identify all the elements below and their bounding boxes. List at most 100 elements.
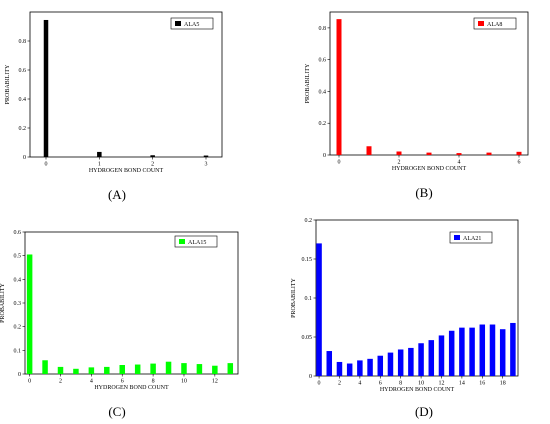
bar (438, 335, 445, 376)
bar (26, 254, 33, 374)
panel-label: (D) (415, 404, 433, 419)
x-tick-label: 4 (90, 379, 93, 385)
legend: ALA8 (473, 17, 517, 30)
x-tick-label: 16 (479, 381, 485, 387)
x-tick-label: 8 (152, 379, 155, 385)
bar (119, 365, 125, 374)
y-tick-label: 0.3 (14, 301, 22, 307)
bar (165, 361, 172, 374)
chart-panel-2: 0 2 4 6 8 10 12 0 0.1 0.2 0.3 0.4 0.5 0.6 HYDROGEN BON… (0, 230, 239, 391)
y-axis-label: PROBABILITY (291, 278, 297, 318)
y-tick-label: 0.6 (19, 68, 27, 74)
bar (134, 364, 141, 374)
legend: ALA15 (174, 235, 218, 248)
legend-box (473, 17, 517, 30)
x-tick-label: 8 (399, 381, 402, 387)
bar (428, 340, 435, 376)
legend-box (170, 17, 214, 30)
y-tick-label: 0 (18, 372, 21, 378)
y-tick-label: 0 (323, 153, 326, 159)
bar (73, 368, 79, 374)
x-axis-label: HYDROGEN BOND COUNT (94, 385, 169, 391)
bar (203, 155, 209, 157)
chart-panel-3: 0 2 4 6 8 10 12 14 16 18 0 0.05 0.1 0.15 0.2 HYDROGEN B… (291, 218, 519, 393)
y-tick-label: 0.1 (14, 348, 22, 354)
y-tick-label: 0.6 (14, 230, 22, 236)
y-tick-label: 0.2 (319, 121, 327, 127)
bar (486, 152, 492, 155)
chart-panel-1: 0 2 4 6 0 0.2 0.4 0.6 0.8 HYDROGEN BOND COUNT PROB… (305, 11, 529, 172)
legend-box (174, 235, 218, 248)
plot-frame (329, 11, 529, 156)
panel-label: (B) (415, 185, 432, 200)
y-axis-label: PROBABILITY (5, 64, 11, 104)
bar (408, 347, 414, 376)
bar (346, 363, 353, 376)
y-tick-label: 0.2 (19, 126, 27, 132)
bar (456, 153, 462, 155)
bar (150, 363, 156, 374)
x-tick-label: 0 (338, 160, 341, 166)
bar (396, 151, 402, 155)
y-tick-label: 0.8 (19, 39, 27, 45)
bar (336, 19, 342, 156)
y-tick-label: 0.4 (319, 89, 327, 95)
legend: ALA21 (449, 231, 493, 244)
legend: ALA5 (170, 17, 214, 30)
legend-swatch (179, 239, 185, 244)
bar (448, 330, 455, 376)
bar (357, 360, 363, 376)
legend-box (449, 231, 493, 244)
x-tick-label: 0 (318, 381, 321, 387)
x-tick-label: 4 (458, 160, 461, 166)
y-tick-label: 0 (309, 374, 312, 380)
y-tick-label: 0.6 (319, 58, 327, 64)
x-tick-label: 18 (500, 381, 506, 387)
bar (469, 327, 475, 376)
y-tick-label: 0 (23, 155, 26, 161)
chart-panel-0: 0 1 2 3 0 0.2 0.4 0.6 0.8 HYDROGEN BOND COUNT PROB… (5, 11, 223, 174)
x-tick-label: 12 (212, 379, 218, 385)
legend-swatch (175, 21, 181, 26)
bar (227, 363, 234, 374)
x-tick-label: 3 (205, 162, 208, 168)
bar (42, 360, 48, 374)
y-tick-label: 0.15 (302, 257, 313, 263)
bar (489, 324, 496, 376)
x-axis-label: HYDROGEN BOND COUNT (392, 166, 467, 172)
y-tick-label: 0.4 (14, 277, 22, 283)
x-tick-label: 6 (121, 379, 124, 385)
y-axis-label: PROBABILITY (305, 63, 311, 103)
bar (418, 343, 424, 376)
bar (516, 151, 522, 155)
legend-label: ALA5 (184, 22, 199, 28)
bar (426, 152, 432, 155)
bar (459, 327, 465, 376)
y-tick-label: 0.05 (302, 335, 313, 341)
y-tick-label: 0.2 (305, 218, 313, 224)
x-tick-label: 6 (379, 381, 382, 387)
plot-frame (24, 231, 239, 375)
plot-frame (315, 219, 519, 377)
bar (212, 365, 218, 374)
legend-swatch (478, 21, 484, 26)
x-tick-label: 10 (181, 379, 187, 385)
legend-label: ALA21 (463, 236, 481, 242)
panel-label: (A) (108, 187, 126, 202)
bar (367, 358, 373, 376)
bar (97, 151, 102, 157)
x-tick-label: 4 (358, 381, 361, 387)
panel-label: (C) (108, 404, 125, 419)
bar (336, 361, 343, 376)
x-axis-label: HYDROGEN BOND COUNT (380, 387, 455, 393)
x-tick-label: 0 (45, 162, 48, 168)
bar (316, 243, 322, 376)
bar (397, 349, 404, 376)
x-tick-label: 2 (59, 379, 62, 385)
y-tick-label: 0.5 (14, 254, 22, 260)
x-axis-label: HYDROGEN BOND COUNT (89, 168, 164, 174)
bar (181, 363, 187, 374)
bar (499, 329, 506, 376)
bar (150, 155, 155, 157)
y-tick-label: 0.1 (305, 296, 313, 302)
